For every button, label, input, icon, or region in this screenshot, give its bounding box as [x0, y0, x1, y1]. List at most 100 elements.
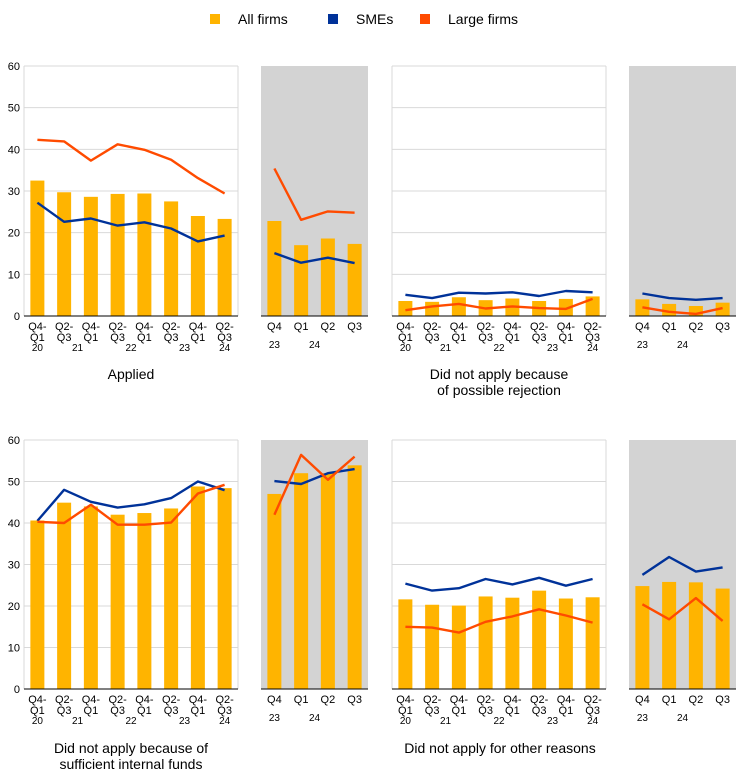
p1-left-bar-all-firms [30, 180, 45, 316]
p3-left-bar-all-firms [164, 508, 179, 689]
p1-ytick: 30 [8, 186, 20, 198]
panel-title-applied-text: Applied [107, 366, 155, 382]
p2-left-bar-all-firms [558, 298, 573, 316]
p3-left-line-large-firms [37, 483, 225, 526]
p1-year-label: 24 [219, 343, 231, 354]
p1-right-bar-all-firms [347, 243, 362, 316]
p1-xtick-top: Q4- [135, 321, 154, 333]
p1-left-line-smes [36, 201, 225, 243]
p1-xtick-bottom: Q1 [191, 332, 206, 344]
p2-xtick: Q3 [715, 321, 730, 333]
legend-item-smes: SMEs [328, 11, 393, 27]
p2-xtick-top: Q2- [423, 321, 442, 333]
p3-right-bar-all-firms [347, 465, 362, 689]
p2-year-label: 20 [400, 343, 412, 354]
p4-xtick: Q2 [689, 694, 704, 706]
p1-xtick: Q1 [294, 321, 309, 333]
p4-xtick-bottom: Q3 [585, 705, 600, 717]
p3-left-bar-all-firms [137, 513, 152, 689]
p1-xtick-top: Q2- [162, 321, 181, 333]
p4-left-bar-all-firms [478, 596, 493, 689]
p4-right-line-large-firms [641, 596, 724, 622]
panel-title-internal-line2: sufficient internal funds [59, 756, 203, 772]
p3-xtick-top: Q2- [55, 694, 74, 706]
p2-left-bar-all-firms [398, 301, 413, 316]
p3-year-label: 22 [125, 716, 137, 727]
p3-xtick: Q4 [267, 694, 282, 706]
p3-xtick-top: Q4- [189, 694, 208, 706]
p2-right-bar-all-firms [715, 302, 730, 316]
p1-ytick: 50 [8, 103, 20, 115]
p1-left-bar-all-firms [164, 201, 179, 316]
p4-left-line-large-firms [405, 608, 593, 634]
p2-xtick: Q2 [689, 321, 704, 333]
p3-left-bar-all-firms [30, 520, 45, 689]
p2-right-bar-all-firms [688, 306, 703, 316]
p3-ytick: 0 [14, 684, 20, 696]
p4-xtick-bottom: Q1 [398, 705, 413, 717]
p3-xtick: Q3 [347, 694, 362, 706]
panel-title-rejection-line2: of possible rejection [437, 382, 561, 398]
p1-xtick-top: Q2- [55, 321, 74, 333]
panel-title-internal-funds: Did not apply because of sufficient inte… [24, 740, 238, 772]
p2-year-label: 21 [440, 343, 452, 354]
p3-ytick: 40 [8, 518, 20, 530]
p2-left-line-smes [405, 289, 593, 300]
p3-xtick-top: Q2- [108, 694, 127, 706]
p1-year-label: 21 [72, 343, 84, 354]
p3-xtick-top: Q4- [135, 694, 154, 706]
p2-year-label: 23 [637, 340, 649, 351]
p1-xtick-bottom: Q1 [30, 332, 45, 344]
p2-xtick-top: Q4- [396, 321, 415, 333]
p2-right-line-smes [642, 292, 723, 301]
p2-xtick-bottom: Q3 [532, 332, 547, 344]
p4-xtick-top: Q2- [583, 694, 602, 706]
p2-left-line-large-firms [405, 297, 594, 312]
legend-label-smes: SMEs [356, 11, 394, 27]
p3-year-label: 20 [32, 716, 44, 727]
p1-xtick-top: Q2- [108, 321, 127, 333]
p4-xtick-bottom: Q1 [559, 705, 574, 717]
p1-right-bar-all-firms [294, 245, 309, 316]
p3-left-bar-all-firms [110, 514, 125, 689]
panel-title-rejection: Did not apply because of possible reject… [392, 366, 606, 398]
p1-xtick: Q3 [347, 321, 362, 333]
p1-year-label: 20 [32, 343, 44, 354]
p1-xtick-bottom: Q1 [137, 332, 152, 344]
p1-right-line-smes [273, 251, 355, 265]
p3-xtick: Q2 [321, 694, 336, 706]
p4-year-label: 24 [587, 716, 599, 727]
p3-xtick-bottom: Q1 [137, 705, 152, 717]
p3-xtick-top: Q2- [215, 694, 234, 706]
p3-xtick-bottom: Q3 [57, 705, 72, 717]
p3-xtick-top: Q4- [28, 694, 47, 706]
p4-year-label: 20 [400, 716, 412, 727]
p4-year-label: 21 [440, 716, 452, 727]
p3-ytick: 50 [8, 477, 20, 489]
p2-right-shaded-bg [629, 66, 736, 316]
p3-right-bar-all-firms [294, 473, 309, 689]
p2-xtick-bottom: Q3 [585, 332, 600, 344]
p1-year-label: 23 [269, 340, 281, 351]
p3-xtick: Q1 [294, 694, 309, 706]
p4-left-bar-all-firms [505, 597, 520, 689]
p4-left-bar-all-firms [398, 599, 413, 689]
p4-right-bar-all-firms [688, 582, 703, 689]
p2-xtick-top: Q4- [450, 321, 469, 333]
p4-xtick-top: Q4- [450, 694, 469, 706]
p2-xtick-top: Q4- [557, 321, 576, 333]
p1-year-label: 23 [179, 343, 191, 354]
p4-xtick-top: Q2- [423, 694, 442, 706]
panel-title-other-text: Did not apply for other reasons [404, 740, 596, 756]
p3-ytick: 20 [8, 601, 20, 613]
p1-xtick-top: Q2- [215, 321, 234, 333]
p2-year-label: 23 [547, 343, 559, 354]
p2-xtick-bottom: Q1 [559, 332, 574, 344]
p1-xtick-top: Q4- [189, 321, 208, 333]
p3-xtick-bottom: Q1 [191, 705, 206, 717]
legend-swatch-smes [328, 14, 338, 25]
p1-left-bar-all-firms [83, 196, 98, 316]
p2-xtick-bottom: Q3 [425, 332, 440, 344]
p1-xtick-bottom: Q3 [110, 332, 125, 344]
p4-xtick: Q1 [662, 694, 677, 706]
